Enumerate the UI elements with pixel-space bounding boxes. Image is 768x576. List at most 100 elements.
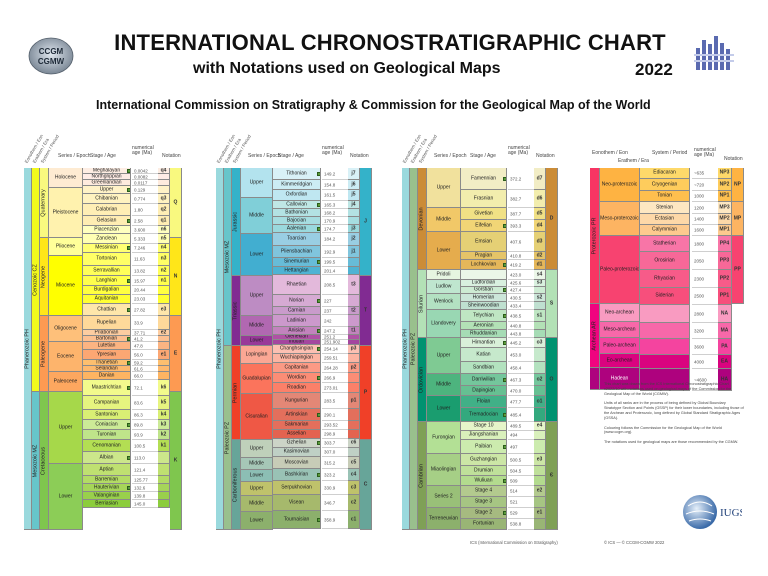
system-permian: Permian: [232, 346, 241, 440]
notation-cell: e2: [158, 330, 170, 336]
notation-cell: [158, 316, 170, 330]
stage-column: Tithonian Kimmeridgian Oxfordian Callovian B…: [273, 168, 321, 530]
age-cell: 132.6: [132, 484, 158, 492]
stage-row: Stage 3: [461, 497, 507, 508]
series-middle-mississippian: Middle: [241, 496, 273, 512]
stage-name: Emsian: [475, 237, 492, 244]
notation-value: k3: [160, 420, 167, 427]
stage-name: Northgrippian: [91, 174, 122, 179]
stage-row: Gelasian: [83, 216, 131, 226]
notation-value: c2: [350, 498, 357, 505]
notation-value: s4: [536, 270, 543, 277]
stage-row: Sakmarian: [273, 421, 321, 430]
note-paragraph: Colouring follows the Commission for the…: [604, 425, 722, 435]
notation-cell: [158, 342, 170, 350]
stage-row: Hettangian: [273, 267, 321, 275]
gssp-spike-icon: [317, 347, 320, 351]
stage-row: Ypresian: [83, 350, 131, 360]
series-upper-mississippian: Upper: [241, 482, 273, 496]
notation-cell: q4: [158, 168, 170, 174]
stage-row: Greenlandian: [83, 180, 131, 186]
series-upper-triassic: Upper: [241, 276, 273, 316]
gssp-spike-icon: [503, 313, 506, 318]
age-value: 2300: [694, 275, 705, 281]
age-value: 251.2: [324, 335, 336, 340]
stage-name: Kasimovian: [283, 448, 310, 455]
stage-row: Wordian: [273, 373, 321, 383]
notation-value: o3: [536, 338, 543, 345]
notation-value: d2: [536, 252, 543, 258]
stage-row: Ladinian: [273, 315, 321, 327]
notation-value: q1: [160, 216, 167, 223]
gssp-spike-icon: [127, 336, 130, 341]
notation-value: MP2: [719, 215, 730, 222]
age-value: 419.2: [510, 261, 522, 267]
notation-cell: MP3: [718, 202, 732, 214]
stage-row: Rhuddanian: [461, 330, 507, 338]
age-value: 497: [510, 443, 518, 449]
notation-cell: d4: [534, 220, 546, 232]
stage-row: Lochkovian: [461, 260, 507, 270]
stage-name: Aeronian: [473, 322, 494, 328]
notation-cell: HA: [718, 369, 732, 391]
age-cell: 453.0: [508, 348, 534, 362]
notation-cell: [534, 440, 546, 454]
age-value: 3200: [694, 327, 705, 333]
notation-value: d5: [536, 209, 543, 216]
notation-cell: [534, 476, 546, 486]
stage-name: Callovian: [286, 201, 307, 207]
period-row: Siderian: [640, 288, 690, 305]
era-column: Cenozoic CZ Mesozoic MZ: [32, 168, 40, 530]
notation-value: n6: [160, 226, 167, 232]
era-mesoarchean: Meso-archean: [600, 322, 640, 338]
age-cell: 467.3: [508, 374, 534, 386]
age-cell: 199.5: [322, 258, 348, 267]
notation-t: T: [360, 276, 372, 346]
series-column: Upper Middle Lower Upper Middle Lower Lo…: [241, 168, 273, 530]
stage-name: Dapingian: [472, 386, 495, 393]
age-cell: 283.5: [322, 393, 348, 409]
gssp-spike-icon: [317, 441, 320, 445]
age-value: 1400: [694, 216, 705, 222]
stage-name: Roadian: [287, 383, 306, 390]
age-cell: 59.2: [132, 360, 158, 366]
stage-row: Priabonian: [83, 330, 131, 336]
notation-value: c6: [350, 439, 357, 446]
stage-row: Capitanian: [273, 363, 321, 373]
notation-value: q3: [160, 194, 167, 201]
series-furongian: Furongian: [427, 422, 461, 454]
stage-row: Lutetian: [83, 342, 131, 350]
stage-column: Meghalayan Northgrippian Greenlandian Upper…: [83, 168, 131, 530]
notation-value: c4: [350, 470, 357, 477]
notation-value: c5: [350, 458, 357, 465]
notation-d: D: [546, 168, 558, 270]
stage-name: Serpukhovian: [281, 483, 312, 490]
age-cell: 509: [508, 476, 534, 486]
notation-cell: [158, 372, 170, 380]
age-value: 259.51: [324, 355, 338, 361]
notation-value: k1: [160, 441, 167, 448]
notation-value: d7: [536, 174, 543, 181]
notation-cell: [158, 484, 170, 492]
age-cell: 227: [322, 295, 348, 307]
stage-name: Piacenzian: [94, 226, 119, 232]
system-column: Quaternary Neogene Paleogene Cretaceous: [40, 168, 49, 530]
stage-name: Cenomanian: [92, 441, 121, 448]
notation-cell: t3: [348, 275, 360, 295]
stage-row: Burdigalian: [83, 286, 131, 295]
stage-row: Fortunian: [461, 519, 507, 530]
age-value: 86.3: [134, 411, 143, 417]
age-cell: 485.4: [508, 408, 534, 422]
age-cell: 247.2: [322, 327, 348, 335]
notation-cell: s1: [534, 310, 546, 322]
notation-value: NP3: [719, 169, 730, 176]
period-name: Tonian: [657, 192, 672, 199]
system-cambrian: Cambrian: [418, 422, 427, 530]
age-value: 208.5: [324, 281, 336, 287]
stage-name: Wordian: [287, 373, 306, 380]
notation-value: NP2: [719, 180, 730, 187]
stage-name: Sakmarian: [284, 421, 309, 428]
stage-name: Guzhangian: [470, 455, 497, 462]
notation-cell: e3: [534, 454, 546, 466]
notation-cell: [348, 354, 360, 363]
